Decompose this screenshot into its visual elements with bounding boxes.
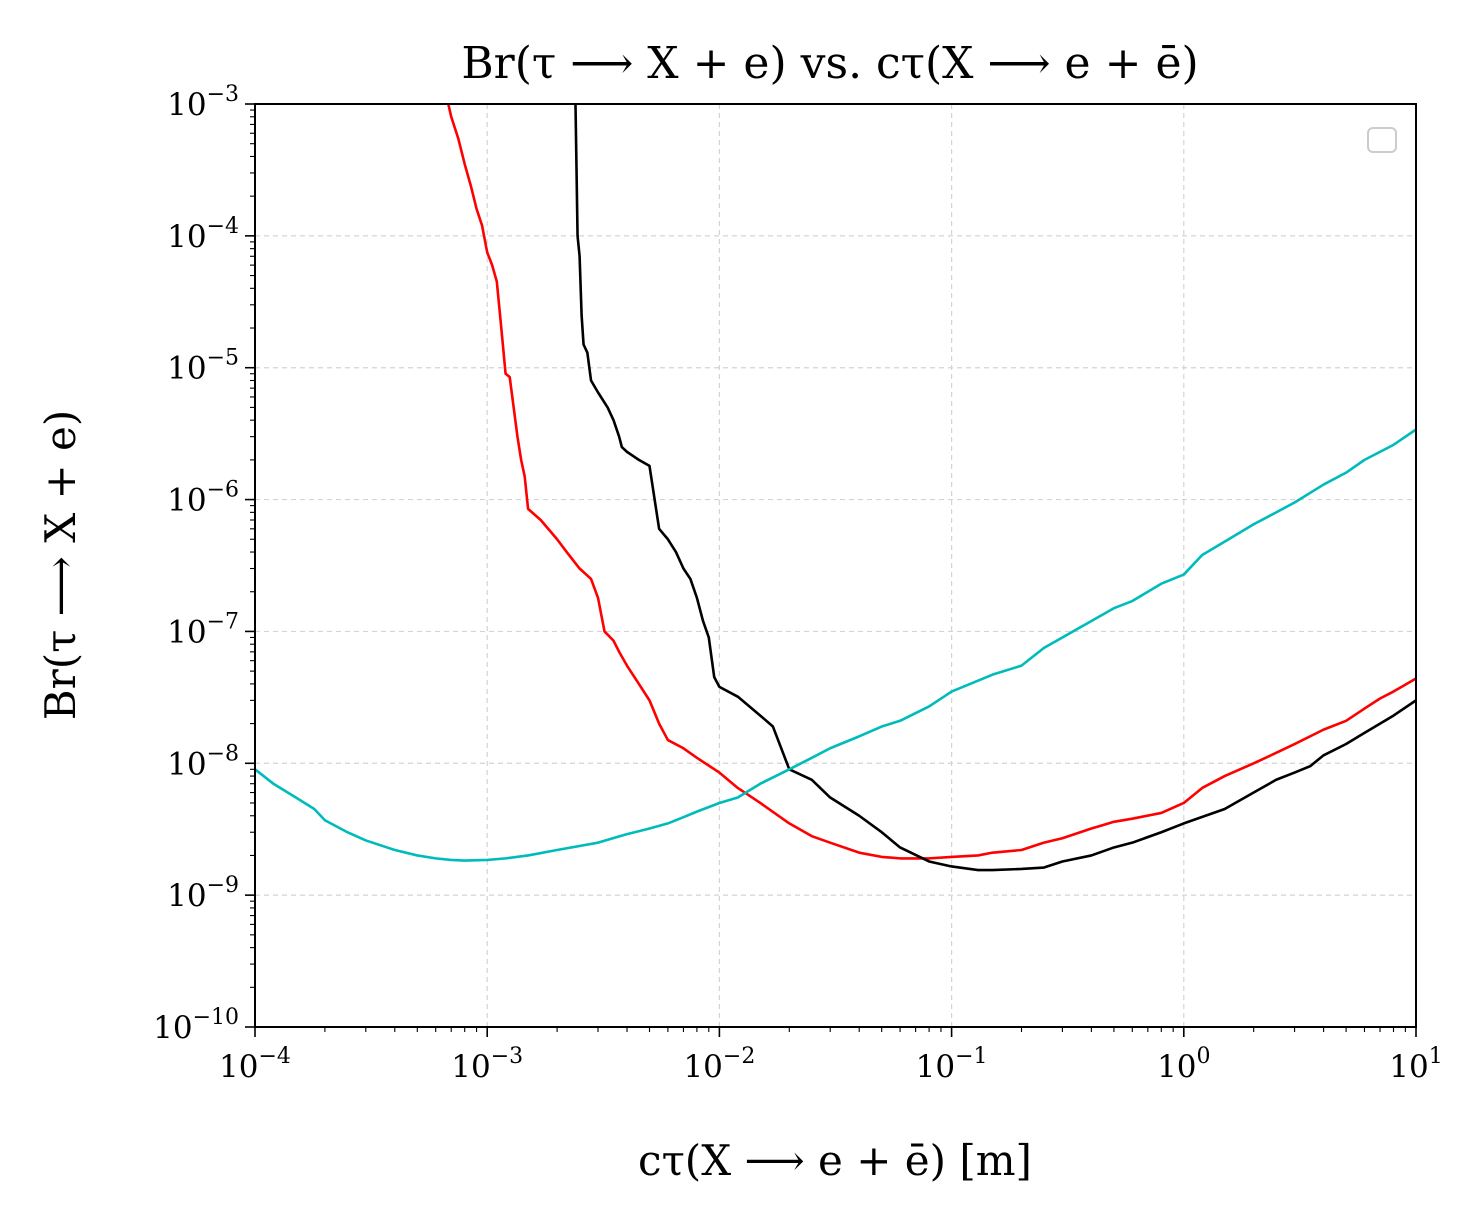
x-tick-label: 100 [1157,1044,1210,1085]
x-tick-label: 10−3 [451,1044,523,1085]
x-tick-labels: 10−4 10−3 10−2 10−1 100 101 [219,1044,1443,1085]
y-tick-label: 10−9 [167,873,239,914]
chart-title: Br(τ ⟶ X + e) vs. cτ(X ⟶ e + ē) [461,38,1198,89]
plot-frame [254,103,1417,1028]
series-line-1 [447,104,1416,860]
minor-ticks [250,109,1406,1032]
series-line-2 [574,104,1416,872]
y-tick-label: 10−4 [167,214,239,255]
y-tick-label: 10−5 [167,346,239,387]
y-tick-label: 10−6 [167,478,239,519]
x-tick-label: 10−4 [219,1044,291,1085]
y-axis-label: Br(τ ⟶ X + e) [36,410,85,721]
legend-box [1367,127,1397,153]
x-tick-label: 10−1 [916,1044,988,1085]
series-lines [255,104,1416,872]
y-tick-labels: 10−10 10−9 10−8 10−7 10−6 10−5 10−4 10−3 [153,82,239,1046]
series-line-3 [255,428,1416,862]
x-axis-label: cτ(X ⟶ e + ē) [m] [638,1136,1032,1185]
x-tick-label: 10−2 [683,1044,755,1085]
y-tick-label: 10−10 [153,1005,239,1046]
major-ticks [245,103,1417,1037]
x-tick-label: 101 [1389,1044,1442,1085]
y-tick-label: 10−3 [167,82,239,123]
y-tick-label: 10−8 [167,741,239,782]
grid-lines [255,104,1416,1027]
y-tick-label: 10−7 [167,609,239,650]
